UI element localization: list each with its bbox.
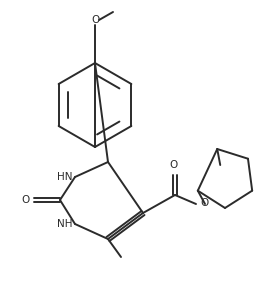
Text: O: O: [22, 195, 30, 205]
Text: O: O: [91, 15, 99, 25]
Text: HN: HN: [57, 172, 72, 182]
Text: O: O: [200, 198, 208, 208]
Text: O: O: [170, 160, 178, 170]
Text: NH: NH: [57, 219, 72, 229]
